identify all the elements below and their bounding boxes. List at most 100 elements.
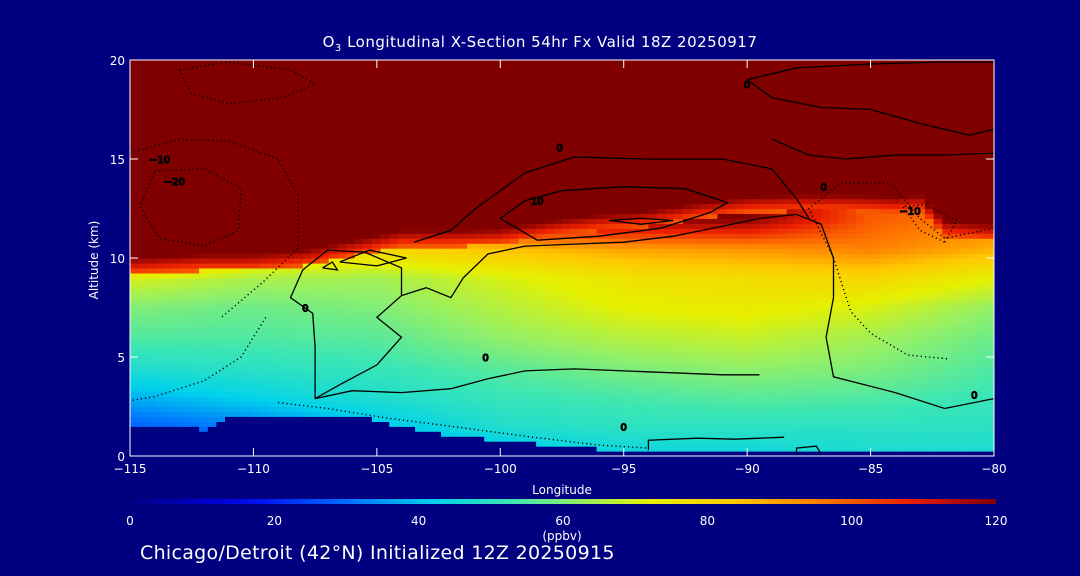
field-cell: [363, 114, 373, 120]
field-cell: [389, 193, 399, 200]
field-cell: [190, 109, 200, 115]
field-cell: [389, 352, 399, 358]
field-cell: [363, 327, 373, 333]
field-cell: [337, 159, 347, 165]
field-cell: [285, 163, 295, 170]
field-cell: [657, 451, 667, 456]
field-cell: [354, 332, 364, 338]
field-cell: [423, 347, 433, 353]
field-cell: [354, 292, 364, 299]
field-cell: [199, 386, 209, 393]
field-cell: [354, 337, 364, 343]
field-cell: [216, 282, 226, 289]
field-cell: [207, 60, 217, 66]
field-cell: [346, 213, 356, 219]
field-cell: [587, 238, 598, 244]
field-cell: [397, 248, 407, 254]
field-cell: [622, 381, 632, 388]
field-cell: [302, 386, 312, 393]
field-cell: [432, 223, 442, 229]
field-cell: [423, 416, 433, 422]
field-cell: [181, 401, 191, 408]
field-cell: [397, 203, 407, 210]
field-cell: [380, 421, 390, 427]
field-cell: [475, 104, 485, 111]
field-cell: [501, 312, 511, 318]
field-cell: [190, 322, 200, 328]
field-cell: [510, 292, 520, 299]
field-cell: [501, 154, 511, 160]
field-cell: [354, 297, 364, 304]
field-cell: [631, 327, 641, 333]
field-cell: [587, 139, 598, 145]
field-cell: [553, 431, 563, 437]
field-cell: [484, 302, 494, 309]
field-cell: [251, 302, 261, 309]
field-cell: [441, 168, 451, 175]
field-cell: [259, 248, 269, 254]
field-cell: [570, 218, 580, 224]
field-cell: [225, 253, 235, 259]
field-cell: [536, 258, 546, 264]
field-cell: [605, 248, 615, 254]
field-cell: [622, 213, 632, 219]
field-cell: [527, 253, 537, 259]
field-cell: [587, 213, 598, 219]
field-cell: [467, 322, 477, 328]
field-cell: [562, 124, 572, 130]
field-cell: [475, 253, 485, 259]
field-cell: [346, 287, 356, 294]
field-cell: [268, 302, 278, 309]
field-cell: [276, 79, 287, 86]
field-cell: [536, 416, 546, 422]
field-cell: [562, 386, 572, 393]
field-cell: [449, 332, 459, 338]
field-cell: [536, 332, 546, 338]
field-cell: [346, 411, 356, 417]
field-cell: [155, 312, 166, 318]
field-cell: [622, 386, 632, 393]
field-cell: [320, 307, 330, 314]
field-cell: [406, 317, 416, 323]
field-cell: [259, 352, 269, 358]
field-cell: [242, 218, 252, 224]
field-cell: [216, 104, 226, 111]
field-cell: [449, 134, 459, 140]
field-cell: [475, 79, 485, 86]
field-cell: [622, 84, 632, 91]
field-cell: [251, 342, 261, 348]
field-cell: [346, 198, 356, 205]
field-cell: [268, 89, 278, 96]
field-cell: [510, 416, 520, 422]
field-cell: [328, 109, 338, 115]
field-cell: [484, 366, 494, 373]
field-cell: [536, 134, 546, 140]
field-cell: [415, 366, 425, 373]
field-cell: [337, 401, 347, 408]
field-cell: [579, 144, 589, 150]
field-cell: [605, 337, 615, 343]
field-cell: [155, 391, 166, 398]
field-cell: [311, 238, 321, 244]
field-cell: [311, 74, 321, 81]
field-cell: [639, 277, 649, 284]
field-cell: [259, 307, 269, 314]
field-cell: [406, 371, 416, 378]
field-cell: [354, 218, 364, 224]
field-cell: [181, 114, 191, 120]
field-cell: [371, 139, 382, 145]
field-cell: [639, 114, 649, 120]
field-cell: [475, 312, 485, 318]
field-cell: [320, 322, 330, 328]
field-cell: [501, 168, 511, 175]
field-cell: [458, 168, 468, 175]
field-cell: [648, 243, 658, 249]
field-cell: [285, 332, 295, 338]
field-cell: [354, 109, 364, 115]
field-cell: [648, 361, 658, 368]
field-cell: [207, 386, 217, 393]
field-cell: [536, 198, 546, 205]
field-cell: [164, 149, 174, 155]
field-cell: [587, 386, 598, 393]
field-cell: [467, 406, 477, 412]
